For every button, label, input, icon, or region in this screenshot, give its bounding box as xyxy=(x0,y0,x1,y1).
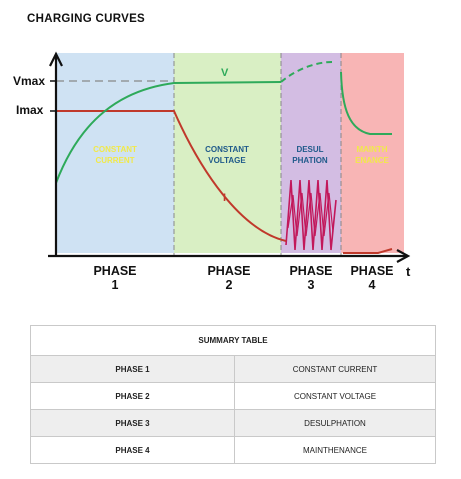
phase-1-number: 1 xyxy=(112,278,119,292)
desulphation-pulses-2 xyxy=(287,192,334,237)
table-cell-phase: PHASE 3 xyxy=(30,409,235,437)
vmax-label: Vmax xyxy=(13,74,45,88)
voltage-curve xyxy=(55,81,282,184)
table-cell-phase: PHASE 2 xyxy=(30,382,235,410)
summary-table: SUMMARY TABLE PHASE 1 CONSTANT CURRENT P… xyxy=(30,325,436,464)
voltage-curve-maintenance xyxy=(340,71,392,135)
voltage-curve-label: V xyxy=(221,67,229,79)
phase-4-word: PHASE xyxy=(350,264,393,278)
time-axis-label: t xyxy=(406,264,411,279)
current-curve-label: I xyxy=(223,192,226,204)
table-cell-description: CONSTANT VOLTAGE xyxy=(234,382,436,410)
charging-curves-diagram: Vmax Imax t V I CONSTANT CURRENT CONSTAN… xyxy=(13,51,411,292)
phase-2-region xyxy=(174,53,281,253)
current-curve-maintenance xyxy=(343,248,393,254)
phase-4-region-line-1: MAINTH xyxy=(356,145,387,154)
phase-3-region-line-1: DESUL xyxy=(296,145,323,154)
page-title: CHARGING CURVES xyxy=(27,13,146,25)
x-axis-arrow xyxy=(396,249,411,263)
current-curve xyxy=(56,110,287,242)
phase-2-number: 2 xyxy=(226,278,233,292)
summary-table-header: SUMMARY TABLE xyxy=(30,325,436,356)
desulphation-pulses xyxy=(285,179,337,251)
table-row: PHASE 3 DESULPHATION xyxy=(30,409,436,437)
table-cell-description: DESULPHATION xyxy=(234,409,436,437)
table-row: PHASE 1 CONSTANT CURRENT xyxy=(30,355,436,383)
phase-4-region-line-2: ENANCE xyxy=(355,156,389,165)
phase-1-word: PHASE xyxy=(93,264,136,278)
phase-2-region-line-2: VOLTAGE xyxy=(208,156,246,165)
phase-2-region-line-1: CONSTANT xyxy=(205,145,249,154)
table-cell-phase: PHASE 4 xyxy=(30,436,235,464)
table-cell-description: MAINTHENANCE xyxy=(234,436,436,464)
phase-2-word: PHASE xyxy=(207,264,250,278)
voltage-curve-desulphation xyxy=(280,61,333,83)
phase-3-word: PHASE xyxy=(289,264,332,278)
phase-1-region-line-2: CURRENT xyxy=(95,156,134,165)
phase-4-region xyxy=(341,53,404,253)
table-row: PHASE 4 MAINTHENANCE xyxy=(30,436,436,464)
phase-4-number: 4 xyxy=(369,278,376,292)
y-axis-arrow xyxy=(49,51,63,67)
imax-label: Imax xyxy=(16,103,44,117)
table-cell-description: CONSTANT CURRENT xyxy=(234,355,436,383)
table-cell-phase: PHASE 1 xyxy=(30,355,235,383)
table-row: PHASE 2 CONSTANT VOLTAGE xyxy=(30,382,436,410)
phase-3-number: 3 xyxy=(308,278,315,292)
phase-3-region-line-2: PHATION xyxy=(292,156,328,165)
phase-1-region-line-1: CONSTANT xyxy=(93,145,137,154)
